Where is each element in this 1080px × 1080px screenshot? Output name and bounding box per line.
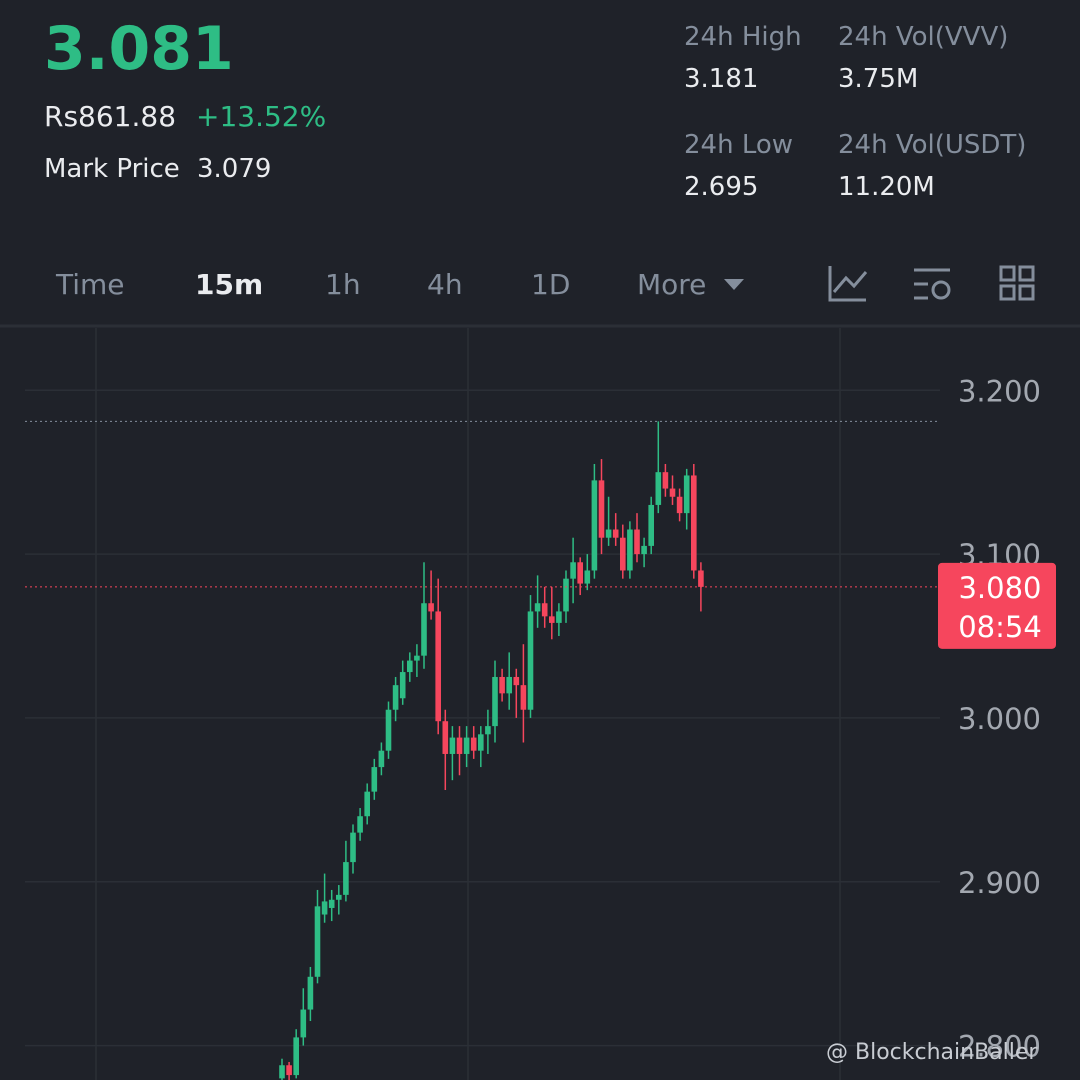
- candle-body: [612, 529, 619, 538]
- candle-body: [336, 894, 342, 900]
- candle-body: [627, 529, 633, 571]
- toolbar-icons: [0, 265, 1080, 328]
- stat-value: 3.181: [684, 64, 759, 94]
- candle-body: [321, 901, 328, 915]
- candle-body: [428, 603, 434, 612]
- countdown: 08:54: [958, 610, 1042, 644]
- candle-body: [620, 537, 626, 571]
- candle-body: [286, 1065, 292, 1076]
- chart-icon[interactable]: [828, 266, 868, 302]
- candle-body: [456, 737, 463, 754]
- tab[interactable]: 1h: [325, 268, 361, 301]
- y-tick-label: 2.900: [958, 866, 1041, 900]
- candle-body: [676, 496, 683, 514]
- candle-body: [442, 721, 449, 754]
- candle-body: [584, 570, 591, 584]
- stat-label: 24h High: [684, 22, 802, 52]
- candle-body: [435, 611, 441, 722]
- y-tick-label: 3.200: [958, 374, 1041, 408]
- indicator-icon[interactable]: [914, 268, 951, 300]
- candle-body: [414, 655, 420, 661]
- candle-body: [683, 475, 690, 514]
- candle-body: [605, 529, 612, 538]
- candle-body: [662, 472, 669, 489]
- candle-body: [591, 480, 598, 571]
- candle-body: [378, 750, 385, 768]
- stat-value: 2.695: [684, 172, 759, 202]
- tab[interactable]: Time: [56, 268, 125, 301]
- candle-body: [577, 562, 583, 584]
- candle-body: [385, 709, 392, 751]
- stat-label: 24h Low: [684, 130, 794, 160]
- candle-body: [634, 529, 640, 555]
- candle-body: [449, 737, 456, 754]
- candle-body: [520, 685, 527, 710]
- last-price: 3.081: [44, 14, 234, 84]
- fiat-price: Rs861.88: [44, 100, 177, 133]
- stat-label: 24h Vol(VVV): [838, 22, 1009, 52]
- candle-body: [534, 603, 541, 612]
- candle-body: [350, 832, 356, 863]
- grid-icon[interactable]: [999, 265, 1035, 301]
- candle-body: [328, 899, 335, 908]
- candle-body: [364, 791, 370, 817]
- candle-body: [698, 570, 704, 587]
- candle-body: [641, 545, 647, 555]
- stat-label: 24h Vol(USDT): [838, 130, 1027, 160]
- candle-body: [506, 676, 512, 694]
- candle-body: [541, 603, 548, 617]
- candle-body: [598, 480, 605, 538]
- candle-body: [669, 488, 676, 497]
- candle-body: [492, 676, 498, 727]
- tab-active[interactable]: 15m: [195, 268, 264, 301]
- candle-body: [399, 672, 406, 699]
- candle-body: [563, 578, 569, 612]
- candle-body: [407, 660, 413, 673]
- candle-body: [527, 611, 534, 710]
- candle-body: [549, 616, 555, 623]
- stat-value: 3.75M: [838, 64, 919, 94]
- stat-value: 11.20M: [838, 172, 935, 202]
- last-price-box: [938, 562, 1056, 649]
- candle-body: [371, 767, 378, 792]
- last-price-label: 3.080: [958, 571, 1041, 605]
- candle-body: [279, 1065, 285, 1079]
- watermark: @ BlockchainBaller: [826, 1040, 1038, 1065]
- y-tick-label: 2.800: [958, 1030, 1041, 1064]
- candle-body: [648, 504, 654, 546]
- candle-body: [293, 1037, 299, 1076]
- y-tick-label: 3.000: [958, 702, 1041, 736]
- candle-body: [392, 685, 399, 710]
- candle-body: [470, 737, 477, 751]
- candle-body: [478, 734, 484, 751]
- mark-price: 3.079: [197, 154, 272, 184]
- candle-body: [300, 1009, 307, 1038]
- candle-body: [513, 676, 520, 686]
- tab[interactable]: More: [637, 268, 707, 301]
- candle-body: [655, 472, 662, 505]
- candle-body: [485, 726, 491, 735]
- candle-body: [463, 737, 470, 754]
- mark-price-label: Mark Price: [44, 154, 180, 184]
- candle-body: [570, 562, 576, 579]
- change: +13.52%: [196, 100, 327, 133]
- candle-body: [343, 862, 349, 895]
- tab[interactable]: 4h: [427, 268, 463, 301]
- candle-body: [421, 603, 427, 656]
- candle-body: [307, 976, 314, 1010]
- candle-body: [499, 676, 505, 694]
- dropdown-arrow[interactable]: [724, 279, 744, 290]
- candle-body: [314, 906, 321, 977]
- candle-body: [556, 611, 562, 623]
- candle-body: [691, 475, 697, 571]
- tab[interactable]: 1D: [531, 268, 571, 301]
- candle-body: [357, 816, 363, 833]
